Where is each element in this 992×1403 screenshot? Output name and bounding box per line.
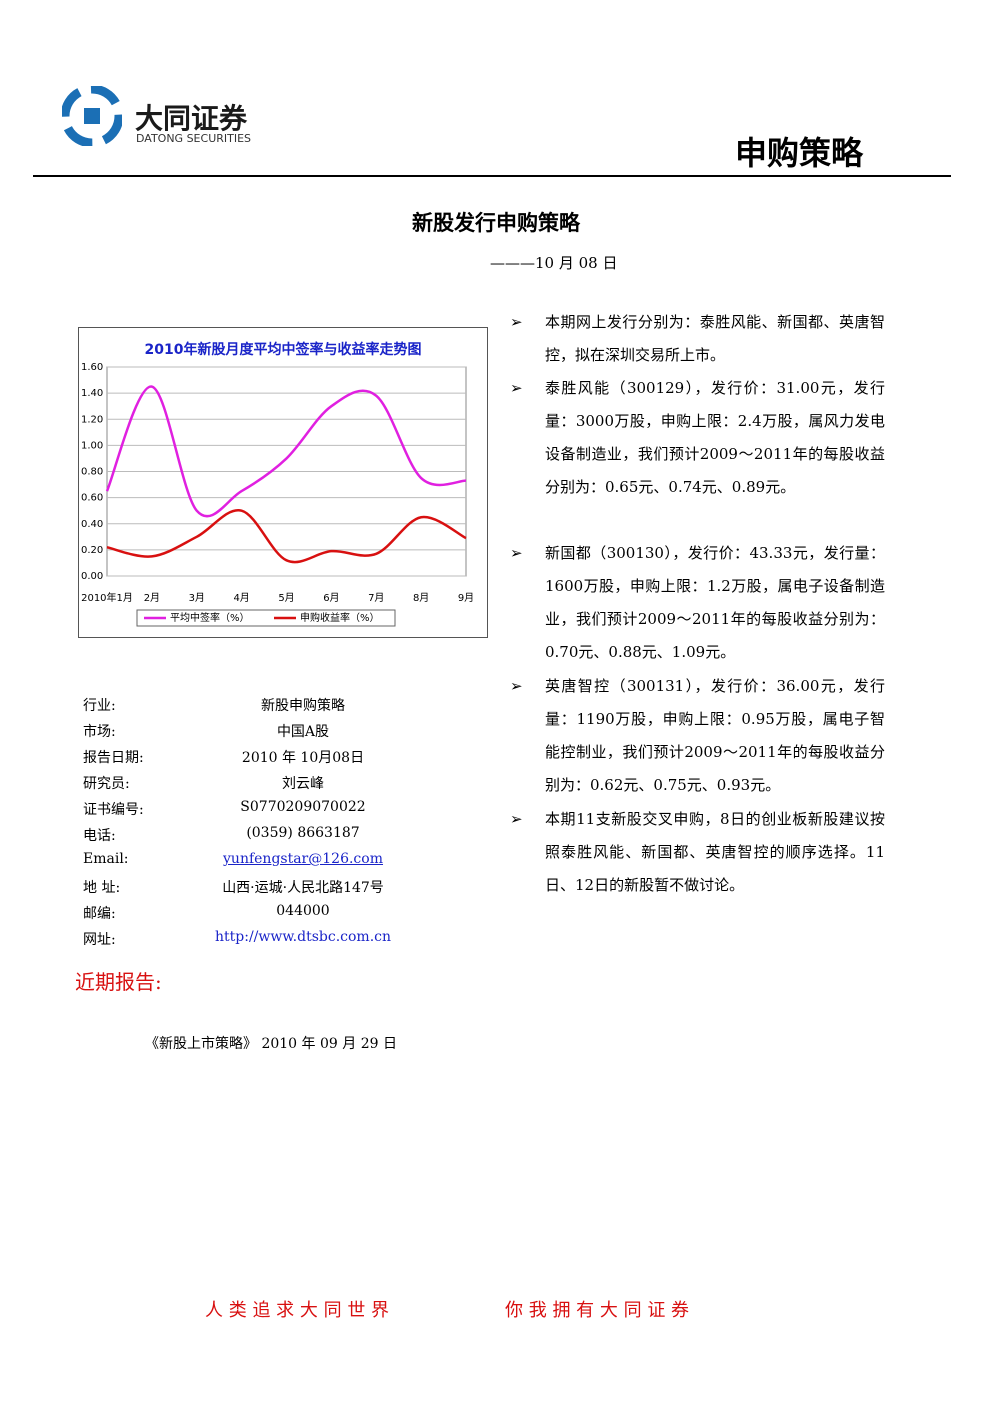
logo [62, 86, 122, 146]
info-label: 报告日期: [83, 750, 144, 766]
bullet-item: ➢ 英唐智控（300131），发行价：36.00元，发行量：1190万股，申购上限… [510, 670, 885, 802]
bullet-text: 本期11支新股交叉申购，8日的创业板新股建议按照泰胜风能、新国都、英唐智控的顺序… [545, 810, 885, 894]
info-row: 报告日期: 2010 年 10月08日 [83, 747, 423, 773]
bullet-item: ➢ 泰胜风能（300129），发行价：31.00元，发行量：3000万股，申购上限… [510, 372, 885, 504]
x-tick-label: 8月 [413, 592, 429, 604]
info-row: 市场: 中国A股 [83, 721, 423, 747]
x-tick-label: 5月 [278, 592, 294, 604]
x-tick-label: 4月 [233, 592, 249, 604]
x-tick-label: 9月 [458, 592, 474, 604]
y-tick-label: 1.00 [81, 440, 103, 451]
bullet-item: ➢ 本期网上发行分别为：泰胜风能、新国都、英唐智控，拟在深圳交易所上市。 [510, 306, 885, 372]
info-label: 研究员: [83, 776, 130, 792]
doc-title: 新股发行申购策略 [412, 210, 580, 235]
info-row: 电话: (0359) 8663187 [83, 825, 423, 851]
y-tick-label: 0.60 [81, 493, 103, 504]
info-value: (0359) 8663187 [246, 825, 360, 841]
info-value: 2010 年 10月08日 [241, 750, 365, 766]
info-row: 地 址: 山西·运城·人民北路147号 [83, 877, 423, 903]
x-tick-label: 6月 [323, 592, 339, 604]
info-label: 地 址: [83, 880, 121, 896]
info-label: 市场: [83, 724, 116, 740]
info-row: 证书编号: S0770209070022 [83, 799, 423, 825]
bullet-text: 英唐智控（300131），发行价：36.00元，发行量：1190万股，申购上限：… [545, 677, 885, 794]
info-value: 刘云峰 [282, 776, 324, 792]
y-tick-label: 1.20 [81, 414, 103, 425]
footer-slogan: 你 我 拥 有 大 同 证 券 [505, 1300, 690, 1321]
x-tick-label: 2010年1月 [81, 591, 133, 604]
x-tick-label: 7月 [368, 592, 384, 604]
series-line [106, 509, 467, 564]
bullet-item: ➢ 新国都（300130），发行价：43.33元，发行量：1600万股，申购上限：… [510, 537, 885, 669]
x-tick-label: 2月 [144, 592, 160, 604]
y-tick-label: 0.20 [81, 545, 103, 556]
info-label: 证书编号: [83, 802, 144, 818]
info-value: S0770209070022 [240, 799, 366, 815]
bullet-arrow: ➢ [510, 313, 523, 331]
doc-date: ———10 月 08 日 [490, 254, 618, 272]
legend-box [136, 609, 396, 627]
y-tick-label: 1.60 [81, 362, 103, 373]
bullet-text: 泰胜风能（300129），发行价：31.00元，发行量：3000万股，申购上限：… [545, 379, 885, 496]
recent-item: 《新股上市策略》 2010 年 09 月 29 日 [145, 1036, 397, 1052]
info-value[interactable]: yunfengstar@126.com [223, 851, 383, 867]
footer-slogan: 人 类 追 求 大 同 世 界 [205, 1300, 390, 1321]
y-tick-label: 0.00 [81, 571, 103, 582]
bullet-arrow: ➢ [510, 379, 523, 397]
info-value: 山西·运城·人民北路147号 [222, 880, 384, 896]
legend-label: 平均中签率（%） [170, 611, 250, 624]
header-rule [33, 175, 951, 177]
info-value: 044000 [276, 903, 330, 919]
chart: 2010年新股月度平均中签率与收益率走势图 0.00 0.20 0.40 0.60 0.… [78, 327, 488, 638]
info-row: 研究员: 刘云峰 [83, 773, 423, 799]
section-title: 申购策略 [735, 134, 864, 172]
bullet-text: 新国都（300130），发行价：43.33元，发行量：1600万股，申购上限：1… [545, 544, 885, 661]
bullet-text: 本期网上发行分别为：泰胜风能、新国都、英唐智控，拟在深圳交易所上市。 [545, 313, 885, 364]
chart-title: 2010年新股月度平均中签率与收益率走势图 [145, 341, 422, 358]
bullet-arrow: ➢ [510, 810, 523, 828]
x-tick-label: 3月 [189, 592, 205, 604]
info-row: 行业: 新股申购策略 [83, 695, 423, 721]
bullet-item: ➢ 本期11支新股交叉申购，8日的创业板新股建议按照泰胜风能、新国都、英唐智控的顺… [510, 803, 885, 902]
y-tick-label: 0.40 [81, 519, 103, 530]
brand-cn: 大同证券 [135, 102, 248, 135]
info-label: 邮编: [83, 906, 116, 922]
series-line [105, 385, 467, 518]
info-row: 邮编: 044000 [83, 903, 423, 929]
legend-label: 申购收益率（%） [300, 611, 380, 624]
bullet-arrow: ➢ [510, 544, 523, 562]
recent-heading: 近期报告: [75, 970, 162, 994]
y-tick-label: 0.80 [81, 467, 103, 478]
bullet-arrow: ➢ [510, 677, 523, 695]
info-value: 中国A股 [276, 724, 330, 740]
info-row: Email: yunfengstar@126.com [83, 851, 423, 877]
info-value: 新股申购策略 [261, 698, 345, 714]
info-label: Email: [83, 851, 129, 867]
info-label: 行业: [83, 698, 116, 714]
y-tick-label: 1.40 [81, 388, 103, 399]
info-row: 网址: http://www.dtsbc.com.cn [83, 929, 423, 955]
brand-en: DATONG SECURITIES [136, 132, 252, 145]
info-label: 网址: [83, 932, 116, 948]
info-label: 电话: [83, 828, 116, 844]
info-value[interactable]: http://www.dtsbc.com.cn [215, 929, 391, 945]
